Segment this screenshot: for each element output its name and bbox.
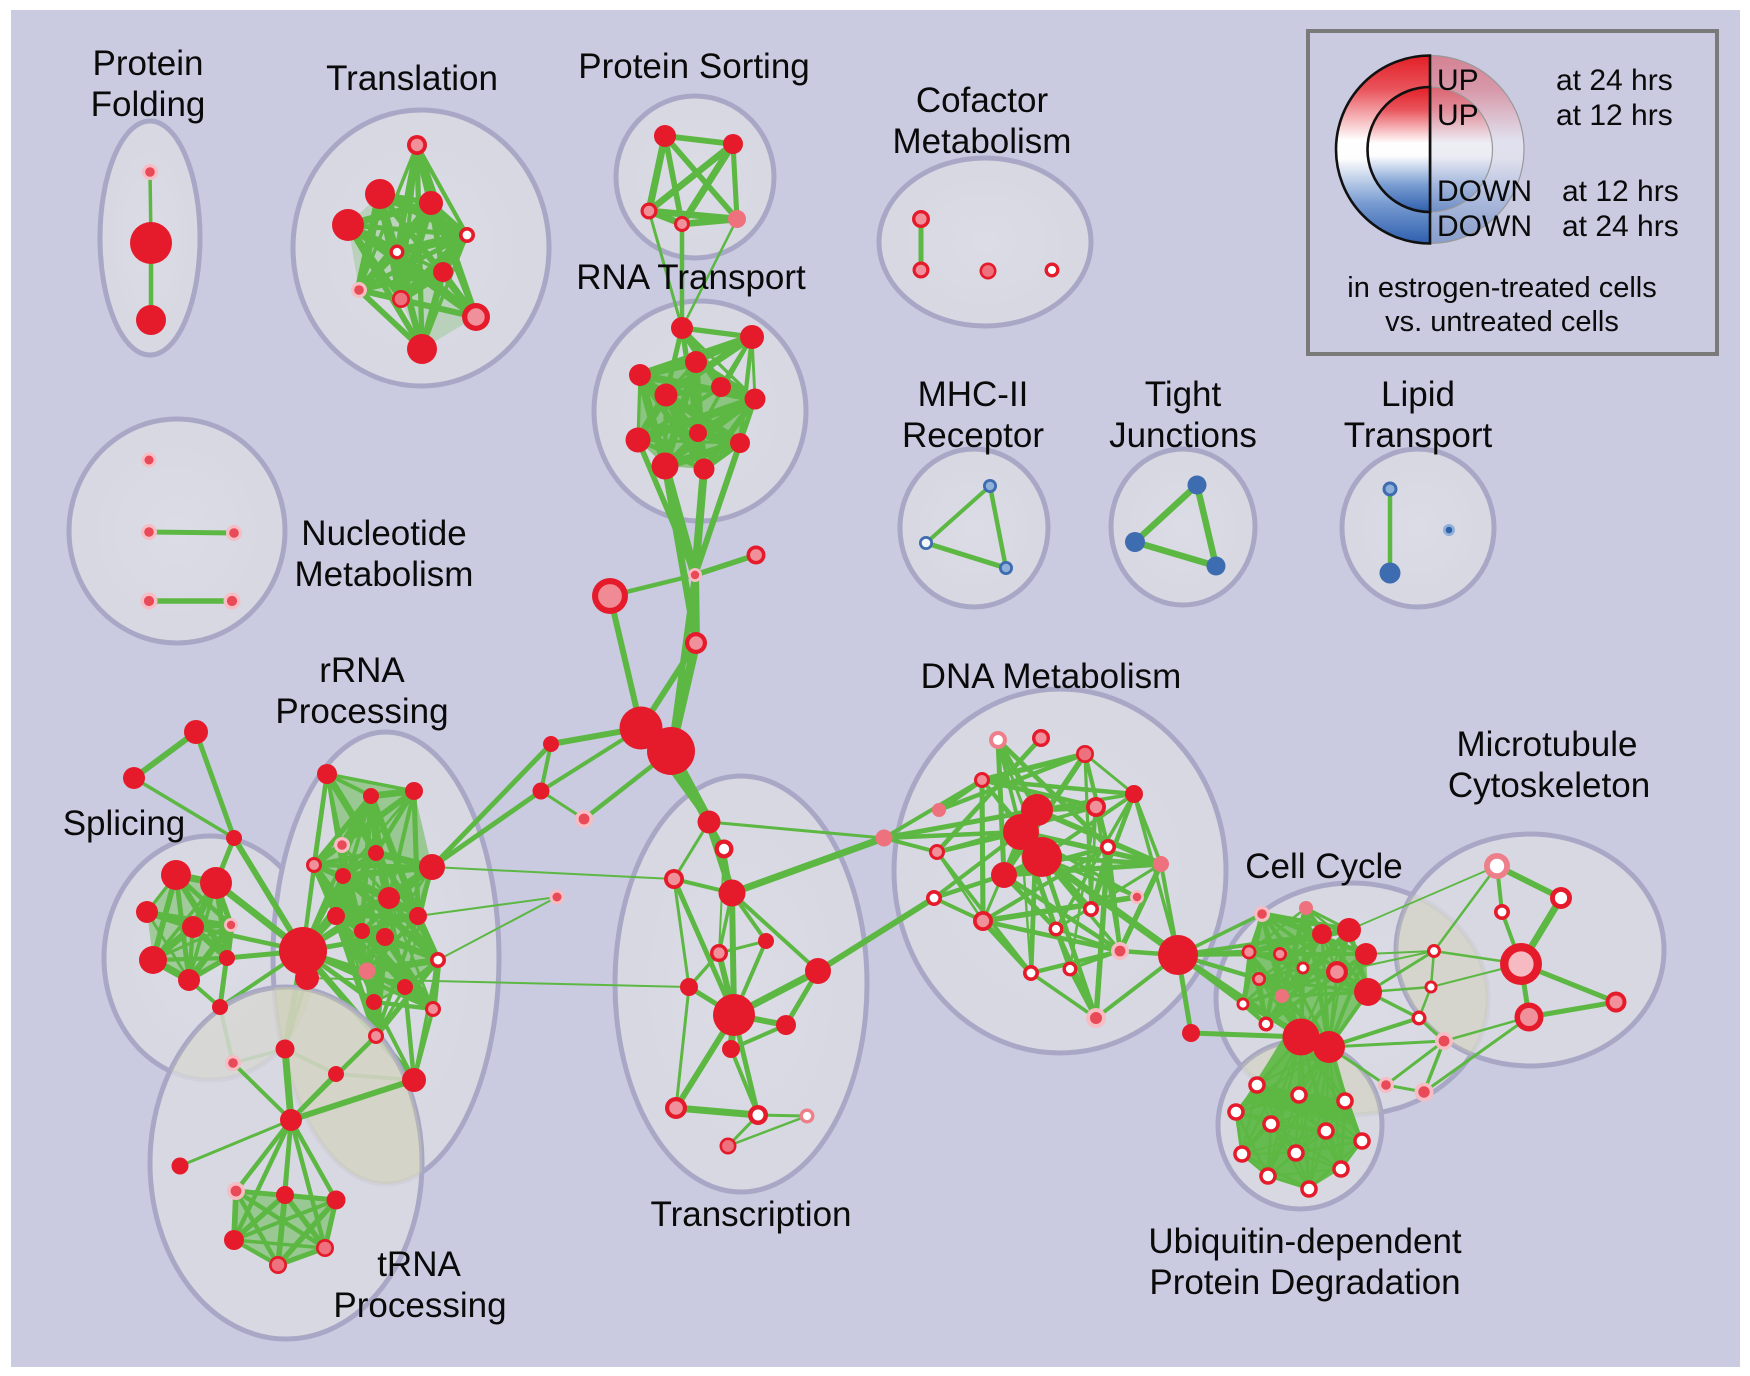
svg-text:UP: UP [1437,64,1479,97]
svg-text:tRNA: tRNA [377,1245,461,1284]
svg-text:Metabolism: Metabolism [295,555,474,594]
svg-text:Folding: Folding [91,85,206,124]
svg-text:Protein Sorting: Protein Sorting [578,47,810,86]
svg-text:rRNA: rRNA [319,651,405,690]
svg-text:Metabolism: Metabolism [893,122,1072,161]
svg-text:at 24 hrs: at 24 hrs [1562,210,1679,243]
svg-text:in estrogen-treated cells: in estrogen-treated cells [1347,272,1657,304]
svg-text:MHC-II: MHC-II [918,375,1029,414]
svg-text:UP: UP [1437,99,1479,132]
svg-text:at 12 hrs: at 12 hrs [1556,99,1673,132]
svg-text:Microtubule: Microtubule [1457,725,1638,764]
svg-text:Junctions: Junctions [1109,416,1257,455]
svg-text:Lipid: Lipid [1381,375,1455,414]
svg-text:Protein: Protein [93,44,204,83]
svg-text:Transport: Transport [1344,416,1493,455]
svg-text:Cytoskeleton: Cytoskeleton [1448,766,1650,805]
svg-text:Receptor: Receptor [902,416,1044,455]
svg-text:Tight: Tight [1145,375,1222,414]
svg-text:at 12 hrs: at 12 hrs [1562,175,1679,208]
svg-text:Protein Degradation: Protein Degradation [1149,1263,1460,1302]
svg-text:Ubiquitin-dependent: Ubiquitin-dependent [1148,1222,1462,1261]
svg-text:vs. untreated cells: vs. untreated cells [1385,306,1619,338]
svg-text:RNA Transport: RNA Transport [576,258,806,297]
svg-text:at 24 hrs: at 24 hrs [1556,64,1673,97]
svg-text:DOWN: DOWN [1437,175,1532,208]
svg-text:Processing: Processing [275,692,448,731]
svg-text:DNA Metabolism: DNA Metabolism [921,657,1182,696]
svg-text:DOWN: DOWN [1437,210,1532,243]
svg-text:Splicing: Splicing [63,804,186,843]
svg-text:Transcription: Transcription [651,1195,852,1234]
svg-text:Processing: Processing [333,1286,506,1325]
svg-text:Nucleotide: Nucleotide [301,514,466,553]
svg-text:Cofactor: Cofactor [916,81,1049,120]
svg-text:Translation: Translation [326,59,498,98]
svg-text:Cell Cycle: Cell Cycle [1245,847,1403,886]
